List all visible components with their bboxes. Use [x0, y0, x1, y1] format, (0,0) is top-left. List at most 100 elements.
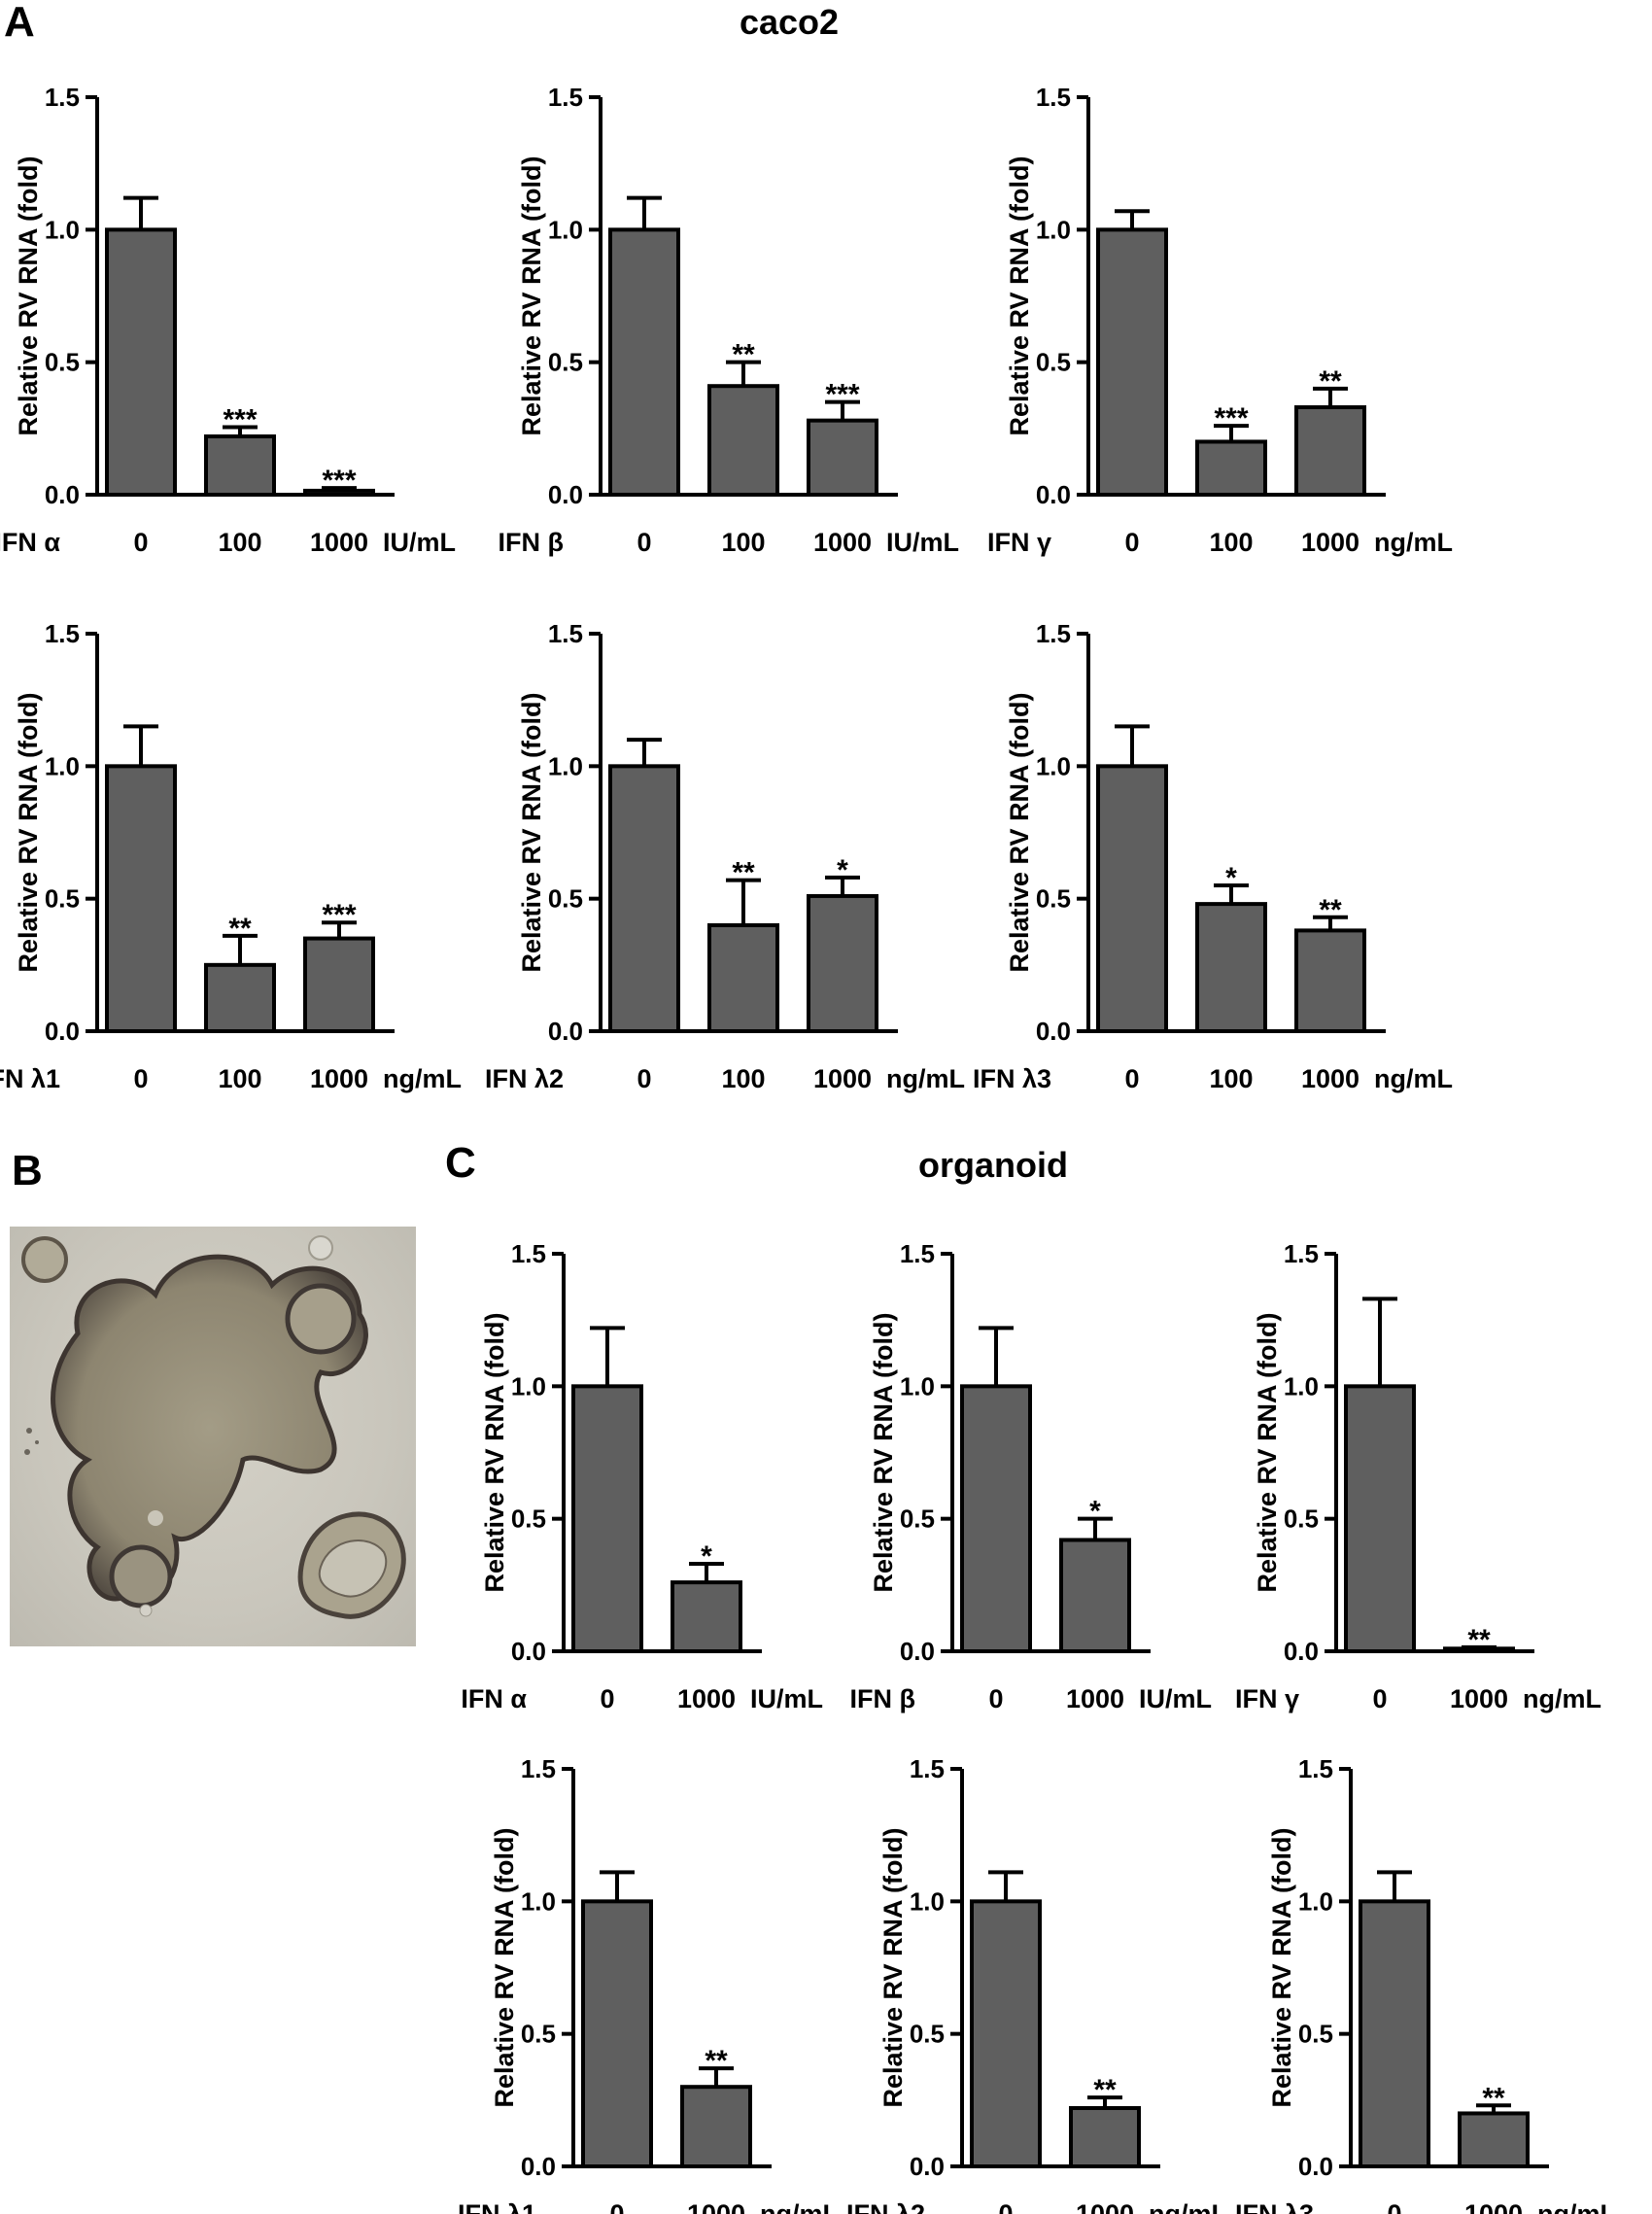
panel-label-c: C — [445, 1139, 476, 1187]
y-axis-title: Relative RV RNA (fold) — [480, 1312, 509, 1592]
y-tick-label: 1.5 — [511, 1239, 546, 1268]
y-tick-label: 1.0 — [45, 751, 80, 780]
bar — [960, 1384, 1032, 1653]
panel-label-b: B — [12, 1147, 43, 1194]
y-tick-label: 1.0 — [521, 1886, 556, 1916]
category-label: 100 — [1209, 1064, 1253, 1093]
chart-caco2-ifn-lambda3: 0.0 0.5 1.0 1.5 Relative RV RNA (fold) 0 * 100 *… — [973, 619, 1453, 1093]
significance-marker: ** — [1093, 2074, 1117, 2106]
chart-organoid-ifn-alpha: 0.0 0.5 1.0 1.5 Relative RV RNA (fold) 0 * 1000… — [461, 1239, 823, 1713]
category-label: 0 — [637, 528, 651, 557]
category-label: 0 — [998, 2199, 1013, 2214]
bar — [680, 2085, 752, 2169]
organoid-image-icon — [21, 1235, 406, 1619]
y-tick-label: 1.5 — [45, 83, 80, 112]
y-tick-label: 0.0 — [1036, 480, 1071, 509]
treatment-label: IFN α — [461, 1684, 527, 1713]
treatment-label: IFN λ2 — [846, 2199, 925, 2214]
y-tick-label: 1.5 — [1036, 619, 1071, 648]
y-axis-title: Relative RV RNA (fold) — [1005, 692, 1034, 972]
significance-marker: ** — [732, 857, 755, 889]
y-tick-label: 0.0 — [1284, 1637, 1319, 1666]
bar — [1096, 764, 1168, 1033]
y-tick-label: 1.5 — [45, 619, 80, 648]
y-axis-title: Relative RV RNA (fold) — [517, 156, 546, 435]
y-tick-label: 1.0 — [910, 1886, 945, 1916]
y-tick-label: 0.5 — [1036, 348, 1071, 377]
y-tick-label: 0.5 — [910, 2020, 945, 2049]
y-tick-label: 1.5 — [910, 1754, 945, 1783]
significance-marker: *** — [1214, 402, 1248, 434]
treatment-label: IFN λ1 — [0, 1064, 60, 1093]
y-axis-title: Relative RV RNA (fold) — [869, 1312, 898, 1592]
category-label: 0 — [1387, 2199, 1401, 2214]
category-label: 100 — [218, 1064, 261, 1093]
category-label: 1000 — [1076, 2199, 1134, 2214]
treatment-label: IFN λ2 — [485, 1064, 564, 1093]
bar — [1344, 1384, 1416, 1653]
y-axis-title: Relative RV RNA (fold) — [878, 1827, 908, 2107]
y-axis-title: Relative RV RNA (fold) — [14, 156, 43, 435]
panel-label-a: A — [4, 0, 35, 46]
bar — [707, 922, 779, 1033]
bar — [1195, 902, 1267, 1033]
y-tick-label: 0.0 — [521, 2152, 556, 2181]
bar — [204, 434, 276, 498]
category-label: 0 — [1124, 528, 1139, 557]
category-label: 1000 — [687, 2199, 745, 2214]
chart-organoid-ifn-lambda1: 0.0 0.5 1.0 1.5 Relative RV RNA (fold) 0 ** 100… — [458, 1754, 839, 2214]
significance-marker: *** — [223, 403, 257, 435]
y-tick-label: 0.5 — [45, 348, 80, 377]
treatment-label: IFN γ — [987, 528, 1051, 557]
organoid-micrograph — [10, 1227, 416, 1646]
significance-marker: *** — [322, 465, 356, 497]
y-tick-label: 1.0 — [900, 1371, 935, 1401]
category-label: 1000 — [813, 528, 872, 557]
y-tick-label: 1.0 — [45, 215, 80, 244]
category-label: 0 — [600, 1684, 614, 1713]
treatment-label: IFN λ3 — [973, 1064, 1051, 1093]
significance-marker: *** — [825, 379, 859, 411]
y-tick-label: 0.0 — [511, 1637, 546, 1666]
chart-caco2-ifn-alpha: 0.0 0.5 1.0 1.5 Relative RV RNA (fold) 0 *** 10… — [0, 83, 456, 557]
unit-label: ng/mL — [1523, 1684, 1601, 1713]
category-label: 1000 — [1464, 2199, 1523, 2214]
y-tick-label: 1.5 — [521, 1754, 556, 1783]
category-label: 1000 — [310, 1064, 368, 1093]
y-tick-label: 0.5 — [511, 1505, 546, 1534]
y-tick-label: 1.0 — [511, 1371, 546, 1401]
y-tick-label: 1.5 — [548, 619, 583, 648]
y-tick-label: 0.0 — [910, 2152, 945, 2181]
bar — [105, 764, 177, 1033]
significance-marker: ** — [1467, 1624, 1491, 1656]
y-axis-title: Relative RV RNA (fold) — [490, 1827, 519, 2107]
bar — [1458, 2111, 1530, 2169]
y-tick-label: 0.5 — [521, 2020, 556, 2049]
significance-marker: * — [701, 1540, 712, 1573]
bar — [1069, 2106, 1141, 2169]
significance-marker: ** — [732, 339, 755, 371]
y-tick-label: 1.0 — [1036, 215, 1071, 244]
treatment-label: IFN β — [850, 1684, 915, 1713]
category-label: 0 — [988, 1684, 1003, 1713]
unit-label: IU/mL — [1139, 1684, 1212, 1713]
y-tick-label: 0.5 — [900, 1505, 935, 1534]
y-tick-label: 0.0 — [1036, 1017, 1071, 1046]
category-label: 1000 — [1301, 528, 1359, 557]
bar — [1359, 1899, 1430, 2168]
unit-label: IU/mL — [383, 528, 456, 557]
category-label: 0 — [637, 1064, 651, 1093]
significance-marker: ** — [228, 913, 252, 945]
bar — [581, 1899, 653, 2168]
chart-organoid-ifn-lambda2: 0.0 0.5 1.0 1.5 Relative RV RNA (fold) 0 ** 100… — [846, 1754, 1227, 2214]
category-label: 1000 — [813, 1064, 872, 1093]
y-axis-title: Relative RV RNA (fold) — [1253, 1312, 1282, 1592]
y-tick-label: 0.5 — [1284, 1505, 1319, 1534]
chart-organoid-ifn-beta: 0.0 0.5 1.0 1.5 Relative RV RNA (fold) 0 * 1000… — [850, 1239, 1213, 1713]
chart-organoid-ifn-gamma: 0.0 0.5 1.0 1.5 Relative RV RNA (fold) 0 ** 100… — [1235, 1239, 1601, 1713]
unit-label: ng/mL — [1149, 2199, 1227, 2214]
bar — [105, 227, 177, 497]
bar — [608, 764, 680, 1033]
category-label: 0 — [609, 2199, 624, 2214]
y-tick-label: 1.5 — [1036, 83, 1071, 112]
